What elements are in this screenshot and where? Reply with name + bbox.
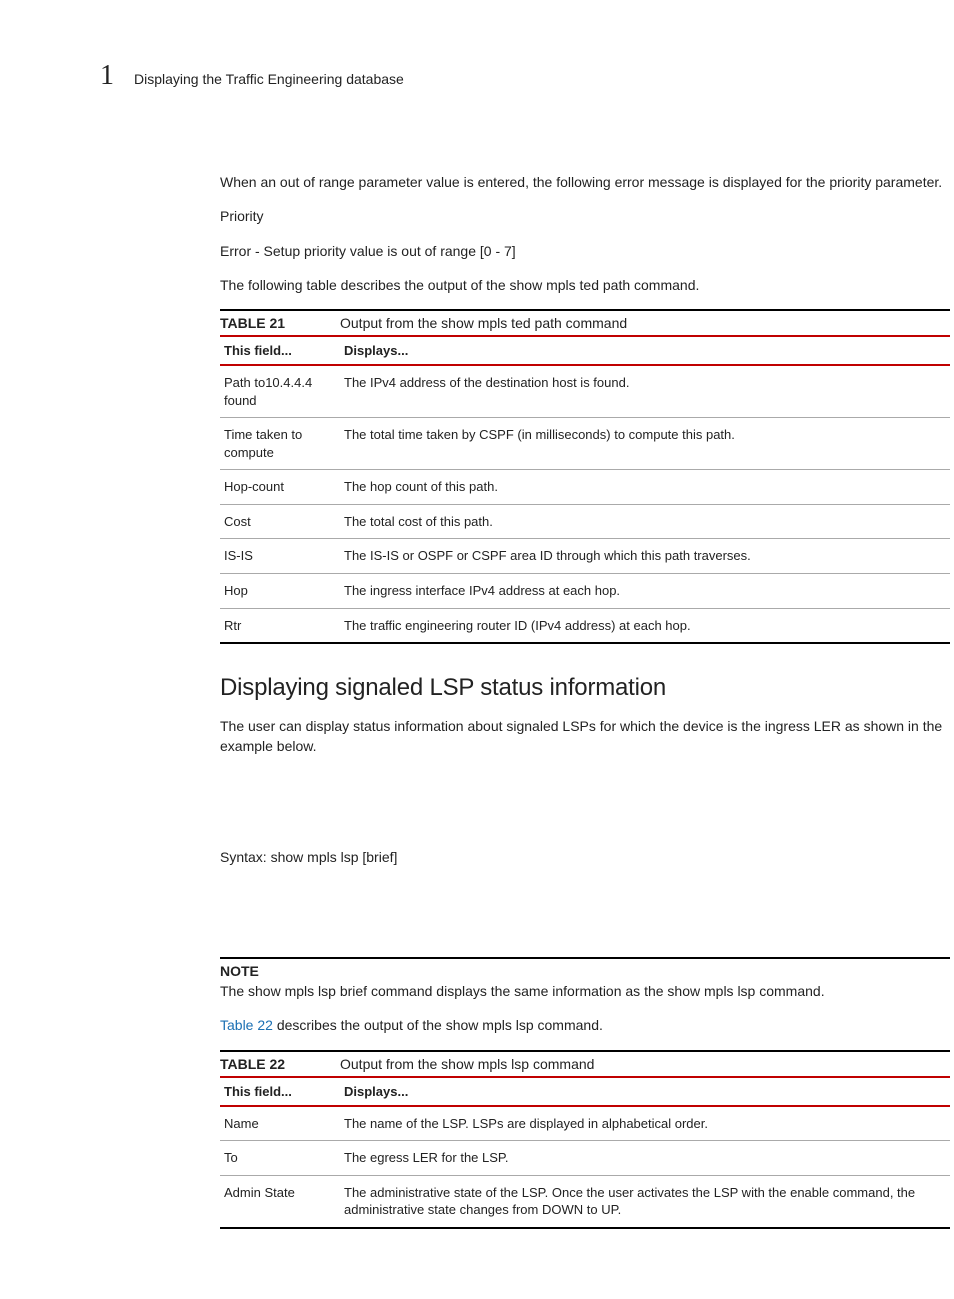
- link-table-22[interactable]: Table 22: [220, 1017, 273, 1033]
- table-row: Path to10.4.4.4 found The IPv4 address o…: [220, 365, 950, 418]
- content-body: When an out of range parameter value is …: [220, 172, 950, 1229]
- table-header-cell: This field...: [220, 337, 340, 365]
- table-caption: TABLE 22 Output from the show mpls lsp c…: [220, 1050, 950, 1078]
- table-row: To The egress LER for the LSP.: [220, 1141, 950, 1176]
- page: 1 Displaying the Traffic Engineering dat…: [0, 0, 954, 1299]
- table-cell: The egress LER for the LSP.: [340, 1141, 950, 1176]
- table-cell: Rtr: [220, 608, 340, 643]
- note-label: NOTE: [220, 963, 950, 979]
- table-title: Output from the show mpls ted path comma…: [340, 315, 627, 331]
- page-title: Displaying the Traffic Engineering datab…: [134, 71, 404, 87]
- table-header-cell: Displays...: [340, 1078, 950, 1106]
- table-cell: The name of the LSP. LSPs are displayed …: [340, 1106, 950, 1141]
- table-header-row: This field... Displays...: [220, 337, 950, 365]
- table-row: Rtr The traffic engineering router ID (I…: [220, 608, 950, 643]
- table-cell: Name: [220, 1106, 340, 1141]
- table-row: Time taken to compute The total time tak…: [220, 418, 950, 470]
- table-cell: The IS-IS or OSPF or CSPF area ID throug…: [340, 539, 950, 574]
- paragraph: Priority: [220, 206, 950, 226]
- paragraph: The user can display status information …: [220, 716, 950, 757]
- table-label: TABLE 22: [220, 1056, 300, 1072]
- table-row: Cost The total cost of this path.: [220, 504, 950, 539]
- paragraph: When an out of range parameter value is …: [220, 172, 950, 192]
- table-body: Path to10.4.4.4 found The IPv4 address o…: [220, 365, 950, 643]
- section-heading: Displaying signaled LSP status informati…: [220, 674, 950, 702]
- table-header-row: This field... Displays...: [220, 1078, 950, 1106]
- table-cell: The IPv4 address of the destination host…: [340, 365, 950, 418]
- table-title: Output from the show mpls lsp command: [340, 1056, 594, 1072]
- table-21: This field... Displays... Path to10.4.4.…: [220, 337, 950, 644]
- page-header: 1 Displaying the Traffic Engineering dat…: [50, 60, 904, 92]
- chapter-number: 1: [50, 60, 114, 92]
- syntax-line: Syntax: show mpls lsp [brief]: [220, 847, 950, 867]
- table-cell: Time taken to compute: [220, 418, 340, 470]
- table-cell: To: [220, 1141, 340, 1176]
- table-body: Name The name of the LSP. LSPs are displ…: [220, 1106, 950, 1228]
- table-cell: Admin State: [220, 1175, 340, 1228]
- table-header-cell: Displays...: [340, 337, 950, 365]
- text: describes the output of the show mpls ls…: [273, 1017, 603, 1033]
- table-label: TABLE 21: [220, 315, 300, 331]
- table-row: Hop-count The hop count of this path.: [220, 470, 950, 505]
- paragraph: The following table describes the output…: [220, 275, 950, 295]
- table-cell: The traffic engineering router ID (IPv4 …: [340, 608, 950, 643]
- table-cell: The ingress interface IPv4 address at ea…: [340, 574, 950, 609]
- table-row: Name The name of the LSP. LSPs are displ…: [220, 1106, 950, 1141]
- table-cell: IS-IS: [220, 539, 340, 574]
- paragraph: Error - Setup priority value is out of r…: [220, 241, 950, 261]
- note-block: NOTE The show mpls lsp brief command dis…: [220, 957, 950, 1001]
- table-cell: Path to10.4.4.4 found: [220, 365, 340, 418]
- table-cell: The total cost of this path.: [340, 504, 950, 539]
- table-row: IS-IS The IS-IS or OSPF or CSPF area ID …: [220, 539, 950, 574]
- table-cell: The hop count of this path.: [340, 470, 950, 505]
- table-caption: TABLE 21 Output from the show mpls ted p…: [220, 309, 950, 337]
- note-text: The show mpls lsp brief command displays…: [220, 981, 950, 1001]
- paragraph: Table 22 describes the output of the sho…: [220, 1015, 950, 1035]
- table-header-cell: This field...: [220, 1078, 340, 1106]
- table-cell: Cost: [220, 504, 340, 539]
- table-row: Hop The ingress interface IPv4 address a…: [220, 574, 950, 609]
- table-22: This field... Displays... Name The name …: [220, 1078, 950, 1229]
- table-row: Admin State The administrative state of …: [220, 1175, 950, 1228]
- table-cell: Hop-count: [220, 470, 340, 505]
- table-cell: The total time taken by CSPF (in millise…: [340, 418, 950, 470]
- table-cell: The administrative state of the LSP. Onc…: [340, 1175, 950, 1228]
- table-cell: Hop: [220, 574, 340, 609]
